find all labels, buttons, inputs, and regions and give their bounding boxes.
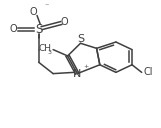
Text: 3: 3 [48,50,52,55]
Text: O: O [61,17,68,27]
Text: O: O [30,7,38,17]
Text: +: + [84,64,89,69]
Text: S: S [77,34,84,44]
Text: Cl: Cl [143,67,153,77]
Text: CH: CH [39,44,52,53]
Text: S: S [35,23,42,36]
Text: O: O [9,24,17,34]
Text: N: N [73,69,81,79]
Text: ⁻: ⁻ [44,1,49,10]
